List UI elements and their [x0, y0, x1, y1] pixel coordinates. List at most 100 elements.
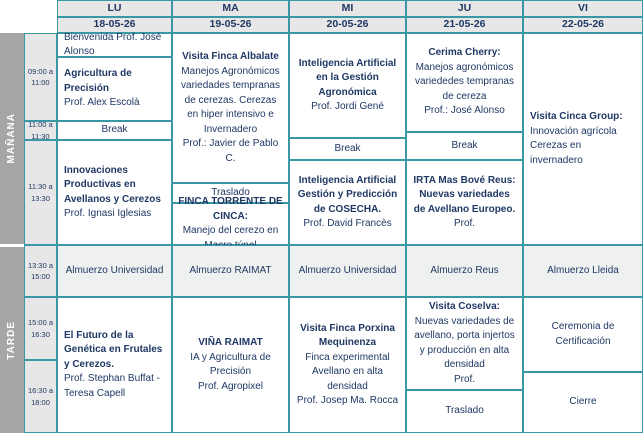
event-title: Visita Finca Porxina Mequinenza: [300, 322, 395, 349]
event-prof: Prof.: [453, 218, 476, 229]
day-header-mi: MI: [289, 0, 406, 17]
day-header-vi: VI: [523, 0, 643, 17]
vi-lunch-cell: Almuerzo Lleida: [523, 245, 643, 297]
event-title: Inteligencia Artificial Gestión y Predic…: [297, 174, 398, 215]
ma-traslado-cell: Traslado: [172, 183, 289, 203]
lu-break-cell: Break: [57, 121, 172, 140]
date-label: 22-05-26: [561, 18, 605, 31]
mi-session1-cell: Inteligencia Artificial en la Gestión Ag…: [289, 33, 406, 138]
time-to: 11:30: [31, 131, 50, 141]
ju-session1-cell: Cerima Cherry: Manejos agronómicos varie…: [406, 33, 523, 132]
time-from: 15:00 a: [27, 318, 54, 328]
lunch-label: Almuerzo Universidad: [298, 264, 397, 276]
date-label: 19-05-26: [209, 18, 252, 31]
day-label: JU: [457, 1, 472, 14]
lunch-label: Almuerzo Lleida: [547, 264, 619, 276]
date-header-vi: 22-05-26: [523, 17, 643, 33]
event-title: Cierre: [569, 396, 597, 408]
event-title: El Futuro de la Genética en Frutales y C…: [64, 329, 163, 370]
break-label: Break: [101, 124, 128, 136]
event-title: Agricultura de Precisión: [64, 68, 132, 94]
ju-visit-coselva-cell: Visita Coselva: Nuevas variedades de ave…: [406, 297, 523, 390]
vi-ceremony-cell: Ceremonia de Certificación: [523, 297, 643, 372]
event-desc: Innovación agrícola Cerezas en invernade…: [530, 125, 617, 166]
mi-lunch-cell: Almuerzo Universidad: [289, 245, 406, 297]
event-prof: Prof. Jordi Gené: [311, 101, 384, 112]
day-label: MI: [341, 1, 354, 14]
day-header-ma: MA: [172, 0, 289, 17]
date-header-lu: 18-05-26: [57, 17, 172, 33]
break-label: Break: [334, 142, 361, 154]
lu-session2-cell: Innovaciones Productivas en Avellanos y …: [57, 140, 172, 245]
day-label: VI: [578, 1, 588, 14]
time-slot-1100-1130: 11:00 a 11:30: [24, 120, 57, 141]
time-from: 09:00 a: [27, 66, 54, 76]
date-header-ma: 19-05-26: [172, 17, 289, 33]
time-slot-1130-1330: 11:30 a 13:30: [24, 140, 57, 245]
ju-lunch-cell: Almuerzo Reus: [406, 245, 523, 297]
event-prof: Prof. Josep Ma. Rocca: [296, 395, 399, 406]
event-title: Visita Finca Albalate: [182, 51, 279, 62]
event-desc: IA y Agricultura de Precisión: [190, 351, 271, 378]
event-title: Cerima Cherry:: [428, 47, 501, 59]
ma-visit-albalate-cell: Visita Finca Albalate Manejos Agronómico…: [172, 33, 289, 183]
date-label: 20-05-26: [326, 18, 369, 31]
ma-afternoon-cell: VIÑA RAIMAT IA y Agricultura de Precisió…: [172, 297, 289, 433]
ma-lunch-cell: Almuerzo RAIMAT: [172, 245, 289, 297]
time-to: 13:30: [31, 193, 50, 203]
event-title: Innovaciones Productivas en Avellanos y …: [64, 164, 161, 205]
mi-session2-cell: Inteligencia Artificial Gestión y Predic…: [289, 160, 406, 245]
time-from: 16:30 a: [27, 386, 54, 396]
event-title: Bienvenida Prof. José Alonso: [64, 31, 162, 58]
lunch-label: Almuerzo RAIMAT: [189, 264, 272, 276]
event-prof: Prof. Ignasi Iglesias: [64, 208, 152, 219]
transfer-label: Traslado: [445, 405, 484, 417]
event-desc: Manejos agronómicos variededes tempranas…: [415, 61, 514, 102]
lu-lunch-cell: Almuerzo Universidad: [57, 245, 172, 297]
transfer-label: Traslado: [211, 186, 250, 198]
mi-break-cell: Break: [289, 138, 406, 160]
break-label: Break: [451, 139, 478, 151]
event-title: IRTA Mas Bové Reus: Nuevas variedades de…: [413, 174, 516, 215]
day-header-ju: JU: [406, 0, 523, 17]
section-text: MAÑANA: [5, 113, 17, 164]
day-header-lu: LU: [57, 0, 172, 17]
time-slot-1330-1500: 13:30 a 15:00: [24, 245, 57, 297]
lunch-label: Almuerzo Reus: [430, 264, 499, 276]
manana-section-label: MAÑANA: [0, 33, 24, 244]
event-prof: Prof. Stephan Buffat - Teresa Capell: [64, 373, 160, 399]
lu-afternoon-cell: El Futuro de la Genética en Frutales y C…: [57, 297, 172, 433]
time-slot-1630-1800: 16:30 a 18:00: [24, 360, 57, 433]
date-header-mi: 20-05-26: [289, 17, 406, 33]
date-label: 21-05-26: [443, 18, 486, 31]
day-label: MA: [222, 1, 239, 14]
time-from: 13:30 a: [27, 260, 54, 270]
section-text: TARDE: [5, 320, 17, 360]
lunch-label: Almuerzo Universidad: [65, 264, 164, 276]
vi-closing-cell: Cierre: [523, 372, 643, 433]
event-prof: Prof.: José Alonso: [424, 105, 505, 117]
time-to: 18:00: [31, 397, 50, 407]
event-title: Ceremonia de Certificación: [551, 321, 615, 347]
vi-visit-cinca-cell: Visita Cinca Group: Innovación agrícola …: [523, 33, 643, 245]
ju-break-cell: Break: [406, 132, 523, 160]
event-title: Inteligencia Artificial en la Gestión Ag…: [298, 57, 397, 98]
time-to: 11:00: [31, 78, 50, 87]
event-prof: Prof. Agropixel: [197, 380, 264, 392]
mi-afternoon-cell: Visita Finca Porxina Mequinenza Finca ex…: [289, 297, 406, 433]
date-header-ju: 21-05-26: [406, 17, 523, 33]
time-to: 16:30: [31, 329, 50, 339]
time-from: 11:30 a: [28, 182, 53, 192]
event-prof: Prof.: [453, 373, 476, 385]
ju-traslado-cell: Traslado: [406, 390, 523, 433]
event-desc: Manejos Agronómicos variedades tempranas…: [181, 65, 280, 135]
date-label: 18-05-26: [93, 18, 136, 31]
time-slot-1500-1630: 15:00 a 16:30: [24, 297, 57, 360]
event-prof: Prof.: Javier de Pablo C.: [182, 138, 279, 164]
ju-session2-cell: IRTA Mas Bové Reus: Nuevas variedades de…: [406, 160, 523, 245]
event-prof: Prof. David Francès: [303, 218, 392, 229]
event-prof: Prof. Alex Escolà: [64, 97, 140, 109]
event-desc: Nuevas variedades de avellano, porta inj…: [414, 315, 515, 371]
lu-session1-cell: Agricultura de Precisión Prof. Alex Esco…: [57, 57, 172, 121]
